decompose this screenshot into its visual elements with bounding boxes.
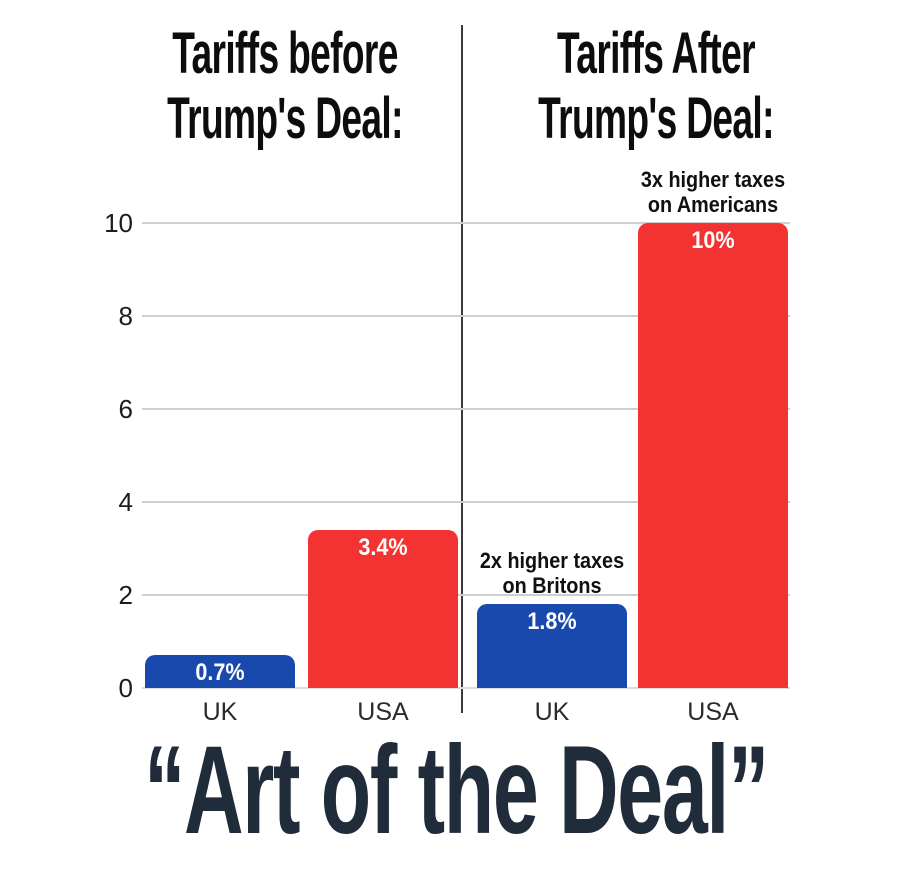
y-tick-label-6: 6 — [118, 394, 133, 424]
left-chart-title-line2: Trump's Deal: — [167, 85, 403, 151]
y-tick-label-2: 2 — [118, 580, 133, 610]
divider-line — [461, 25, 463, 713]
left-chart-title: Tariffs before Trump's Deal: — [138, 21, 432, 152]
annotation-line: 2x higher taxes — [479, 548, 625, 574]
annotation-line: on Americans — [647, 192, 779, 217]
y-tick-label-0: 0 — [118, 673, 133, 703]
caption-text: “Art of the Deal” — [144, 721, 769, 860]
gridline-4 — [142, 501, 790, 503]
annotation-after-usa: 3x higher taxes on Americans — [596, 167, 830, 217]
x-axis-label-uk-after: UK — [534, 698, 570, 726]
x-axis-label-uk-before: UK — [202, 698, 238, 726]
annotation-after-uk: 2x higher taxes on Britons — [435, 548, 669, 598]
y-tick-label-10: 10 — [104, 208, 133, 238]
left-chart-title-line1: Tariffs before — [172, 21, 398, 86]
right-chart-title-line1: Tariffs After — [557, 21, 756, 86]
bar-uk-after: 1.8% — [477, 604, 627, 688]
x-axis-label-usa-before: USA — [357, 698, 409, 726]
annotation-line: 3x higher taxes — [640, 167, 786, 192]
y-tick-label-4: 4 — [118, 487, 133, 517]
bar-value-label: 10% — [691, 227, 735, 254]
gridline-6 — [142, 408, 790, 410]
gridline-10 — [142, 222, 790, 224]
bar-value-label: 1.8% — [527, 608, 577, 636]
bar-value-label: 3.4% — [358, 533, 408, 561]
x-axis-label-usa-after: USA — [687, 698, 739, 726]
right-chart-title-line2: Trump's Deal: — [538, 85, 774, 151]
bar-value-label: 0.7% — [195, 659, 245, 687]
bar-usa-before: 3.4% — [308, 529, 458, 688]
y-tick-label-8: 8 — [118, 301, 133, 331]
bar-uk-before: 0.7% — [145, 655, 295, 688]
right-chart-title: Tariffs After Trump's Deal: — [509, 21, 803, 152]
gridline-2 — [142, 594, 790, 596]
gridline-8 — [142, 315, 790, 317]
bar-usa-after: 10% — [638, 223, 788, 688]
x-axis-baseline — [142, 687, 790, 689]
annotation-line: on Britons — [502, 573, 602, 599]
